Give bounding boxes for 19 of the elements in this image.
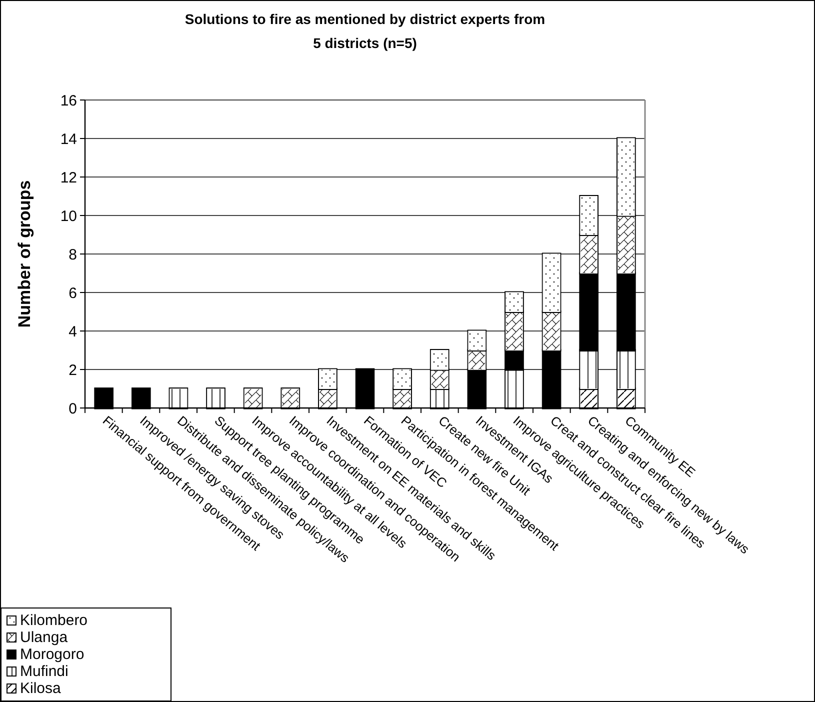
- legend-label: Kilosa: [20, 680, 62, 697]
- y-tick-label: 12: [60, 169, 77, 186]
- y-axis-title: Number of groups: [15, 180, 34, 328]
- y-tick-label: 14: [60, 130, 77, 148]
- y-tick-label: 4: [68, 323, 77, 340]
- bar: [506, 369, 523, 408]
- y-tick-label: 10: [60, 208, 77, 225]
- bar: [244, 388, 262, 408]
- y-tick-label: 16: [60, 92, 77, 110]
- legend-label: Morogoro: [20, 646, 84, 663]
- legend-label: Mufindi: [20, 663, 68, 680]
- legend-label: Ulanga: [20, 629, 68, 646]
- bar: [282, 388, 300, 408]
- y-tick-label: 6: [68, 284, 77, 302]
- y-tick-label: 0: [68, 400, 77, 418]
- y-tick-label: 2: [68, 362, 77, 379]
- y-tick-label: 8: [68, 246, 77, 264]
- chart-title: Solutions to fire as mentioned by district experts from 5 districts (n=5): [184, 11, 546, 51]
- legend-label: Kilombero: [20, 612, 88, 629]
